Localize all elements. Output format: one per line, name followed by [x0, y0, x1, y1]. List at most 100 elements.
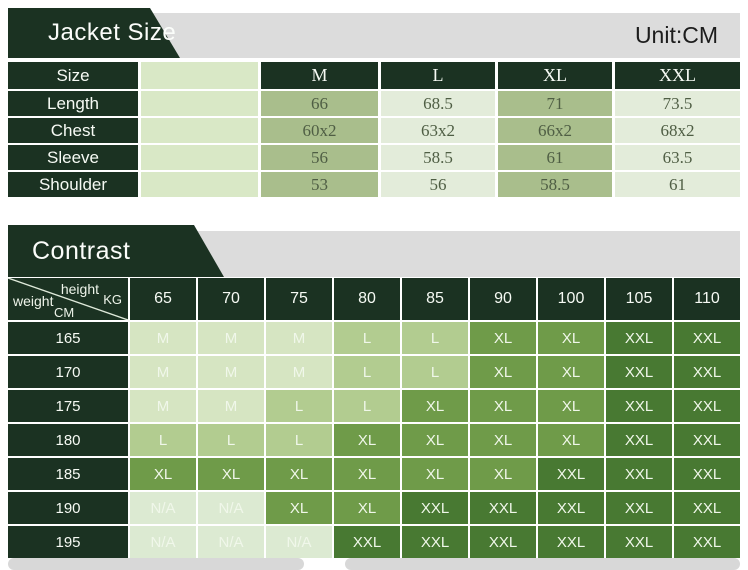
corner-kg-label: KG [103, 292, 122, 307]
recommended-size-cell: XL [266, 458, 332, 490]
recommended-size-cell: XL [470, 356, 536, 388]
size-column-header: L [381, 62, 495, 89]
recommended-size-cell: M [130, 322, 196, 354]
recommended-size-cell: XXL [402, 492, 468, 524]
height-row-label: 165 [8, 322, 128, 354]
size-column-header: XL [498, 62, 612, 89]
recommended-size-cell: M [266, 322, 332, 354]
recommended-size-cell: XL [334, 458, 400, 490]
recommended-size-cell: XL [538, 390, 604, 422]
corner-height-label: height [60, 281, 99, 297]
weight-header-cell: 75 [266, 278, 332, 320]
measurement-value-cell: 56 [261, 145, 378, 170]
recommended-size-cell: XL [470, 322, 536, 354]
recommended-size-cell: L [266, 424, 332, 456]
measurement-value-cell: 68x2 [615, 118, 740, 143]
recommended-size-cell: XL [334, 492, 400, 524]
recommended-size-cell: XL [402, 458, 468, 490]
measurement-value-cell: 58.5 [381, 145, 495, 170]
recommended-size-cell: L [334, 356, 400, 388]
measurement-value-cell: 63.5 [615, 145, 740, 170]
height-row-label: 190 [8, 492, 128, 524]
weight-header-cell: 105 [606, 278, 672, 320]
unit-label: Unit:CM [634, 22, 718, 48]
recommended-size-cell: L [334, 390, 400, 422]
recommended-size-cell: XL [334, 424, 400, 456]
contrast-table: height KG weight CM 65 70 75 80 85 90 100 105 11… [8, 278, 740, 558]
empty-spacer-cell [141, 62, 258, 89]
jacket-size-banner: Jacket Size Unit:CM [8, 8, 740, 58]
recommended-size-cell: XXL [538, 492, 604, 524]
recommended-size-cell: XXL [470, 492, 536, 524]
size-column-header: M [261, 62, 378, 89]
recommended-size-cell: M [198, 390, 264, 422]
jacket-size-table: Size M L XL XXL Length 66 68.5 71 73.5 Chest 60x2 63… [8, 62, 740, 197]
weight-header-cell: 100 [538, 278, 604, 320]
recommended-size-cell: XL [470, 424, 536, 456]
empty-spacer-cell [141, 145, 258, 170]
recommended-size-cell: L [402, 322, 468, 354]
measurement-value-cell: 61 [615, 172, 740, 197]
measurement-value-cell: 71 [498, 91, 612, 116]
measurement-value-cell: 58.5 [498, 172, 612, 197]
recommended-size-cell: L [266, 390, 332, 422]
recommended-size-cell: L [130, 424, 196, 456]
height-row-label: 175 [8, 390, 128, 422]
height-row-label: 180 [8, 424, 128, 456]
recommended-size-cell: XL [130, 458, 196, 490]
recommended-size-cell: XL [470, 390, 536, 422]
recommended-size-cell: XXL [606, 458, 672, 490]
weight-header-cell: 90 [470, 278, 536, 320]
empty-spacer-cell [141, 91, 258, 116]
recommended-size-cell: M [130, 356, 196, 388]
recommended-size-cell: XXL [538, 526, 604, 558]
height-row-label: 170 [8, 356, 128, 388]
recommended-size-cell: N/A [130, 492, 196, 524]
recommended-size-cell: M [130, 390, 196, 422]
jacket-size-title: Jacket Size [48, 19, 177, 46]
measurement-value-cell: 53 [261, 172, 378, 197]
weight-header-cell: 65 [130, 278, 196, 320]
measurement-value-cell: 60x2 [261, 118, 378, 143]
measurement-row-label: Sleeve [8, 145, 138, 170]
corner-cm-label: CM [54, 305, 75, 320]
empty-spacer-cell [141, 118, 258, 143]
recommended-size-cell: XXL [606, 492, 672, 524]
next-section-bar-left [8, 558, 304, 570]
recommended-size-cell: XXL [674, 424, 740, 456]
measurement-row-label: Shoulder [8, 172, 138, 197]
recommended-size-cell: XL [198, 458, 264, 490]
weight-header-cell: 110 [674, 278, 740, 320]
recommended-size-cell: XXL [402, 526, 468, 558]
recommended-size-cell: XXL [538, 458, 604, 490]
recommended-size-cell: XXL [334, 526, 400, 558]
recommended-size-cell: XL [402, 424, 468, 456]
height-row-label: 195 [8, 526, 128, 558]
recommended-size-cell: XXL [674, 322, 740, 354]
measurement-row-label: Length [8, 91, 138, 116]
recommended-size-cell: M [266, 356, 332, 388]
measurement-value-cell: 56 [381, 172, 495, 197]
recommended-size-cell: N/A [266, 526, 332, 558]
recommended-size-cell: M [198, 322, 264, 354]
measurement-value-cell: 73.5 [615, 91, 740, 116]
corner-weight-label: weight [13, 293, 54, 309]
next-section-bar-right [345, 558, 740, 570]
empty-spacer-cell [141, 172, 258, 197]
recommended-size-cell: XXL [674, 356, 740, 388]
measurement-value-cell: 68.5 [381, 91, 495, 116]
banner-green-flag [8, 8, 180, 58]
recommended-size-cell: XXL [674, 526, 740, 558]
measurement-value-cell: 63x2 [381, 118, 495, 143]
recommended-size-cell: XL [266, 492, 332, 524]
recommended-size-cell: XXL [606, 322, 672, 354]
recommended-size-cell: L [402, 356, 468, 388]
recommended-size-cell: XXL [674, 458, 740, 490]
measurement-value-cell: 61 [498, 145, 612, 170]
recommended-size-cell: XXL [470, 526, 536, 558]
height-weight-corner-cell: height KG weight CM [8, 278, 128, 320]
recommended-size-cell: XXL [606, 424, 672, 456]
measurement-row-label: Chest [8, 118, 138, 143]
recommended-size-cell: XXL [674, 492, 740, 524]
